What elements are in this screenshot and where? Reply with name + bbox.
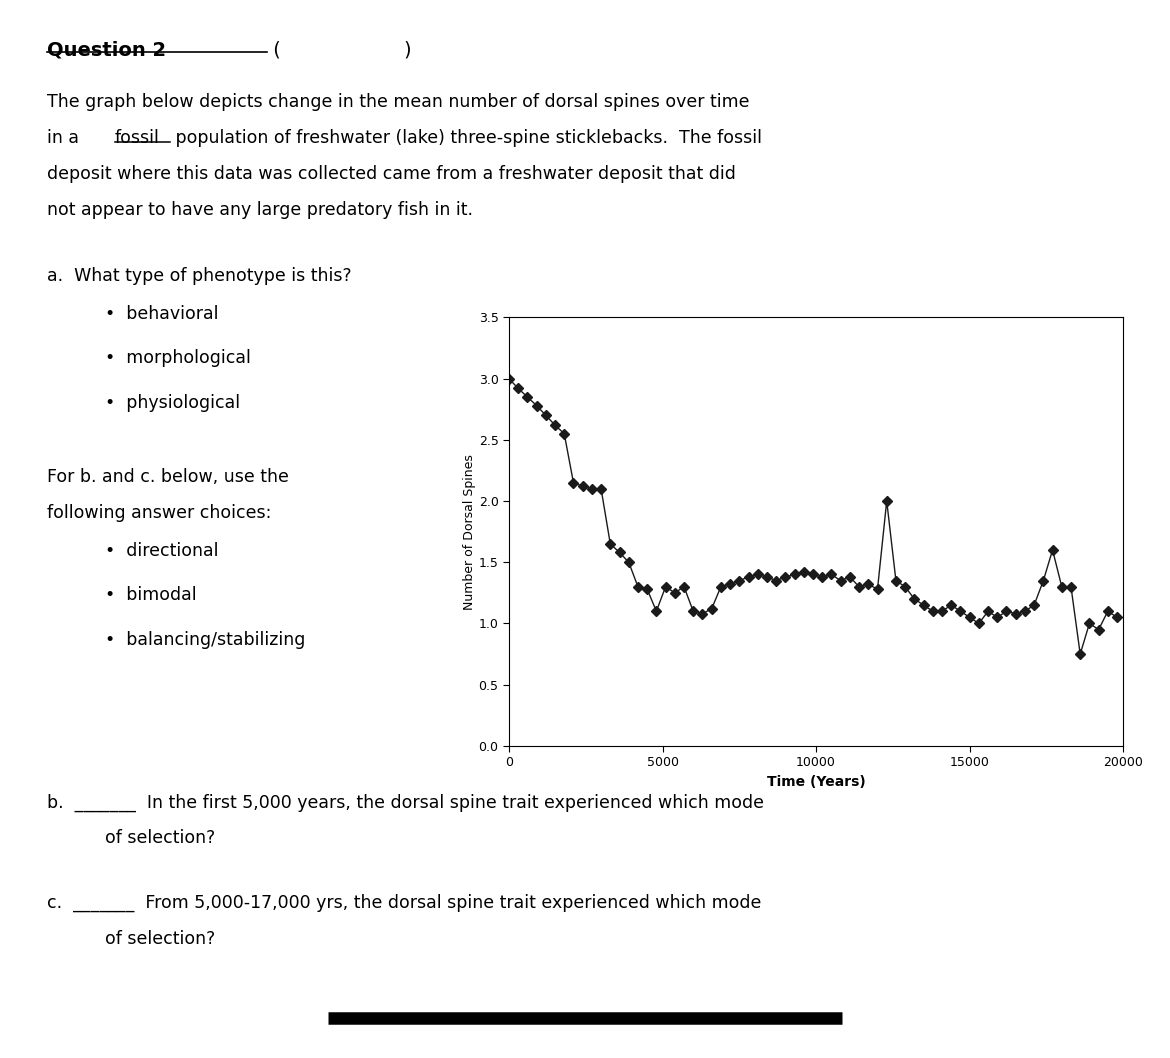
X-axis label: Time (Years): Time (Years) (766, 774, 866, 789)
Text: •  morphological: • morphological (105, 349, 252, 367)
Text: •  balancing/stabilizing: • balancing/stabilizing (105, 631, 305, 649)
Text: For b. and c. below, use the: For b. and c. below, use the (47, 468, 289, 486)
Text: The graph below depicts change in the mean number of dorsal spines over time: The graph below depicts change in the me… (47, 93, 749, 111)
Text: c.  _______  From 5,000-17,000 yrs, the dorsal spine trait experienced which mod: c. _______ From 5,000-17,000 yrs, the do… (47, 894, 762, 912)
Text: in a: in a (47, 129, 84, 147)
Text: •  physiological: • physiological (105, 394, 240, 412)
Text: not appear to have any large predatory fish in it.: not appear to have any large predatory f… (47, 201, 473, 219)
Text: (: ( (267, 40, 281, 59)
Text: deposit where this data was collected came from a freshwater deposit that did: deposit where this data was collected ca… (47, 165, 736, 183)
Text: •  behavioral: • behavioral (105, 305, 219, 323)
Text: •  bimodal: • bimodal (105, 586, 197, 604)
Text: b.  _______  In the first 5,000 years, the dorsal spine trait experienced which : b. _______ In the first 5,000 years, the… (47, 794, 764, 811)
Text: a.  What type of phenotype is this?: a. What type of phenotype is this? (47, 267, 351, 285)
Text: •  directional: • directional (105, 542, 219, 560)
Text: ): ) (404, 40, 412, 59)
Text: of selection?: of selection? (105, 930, 215, 948)
Text: of selection?: of selection? (105, 829, 215, 847)
Text: Question 2: Question 2 (47, 40, 166, 59)
Text: following answer choices:: following answer choices: (47, 504, 271, 522)
Y-axis label: Number of Dorsal Spines: Number of Dorsal Spines (463, 454, 476, 609)
Text: population of freshwater (lake) three-spine sticklebacks.  The fossil: population of freshwater (lake) three-sp… (170, 129, 762, 147)
Text: fossil: fossil (115, 129, 159, 147)
